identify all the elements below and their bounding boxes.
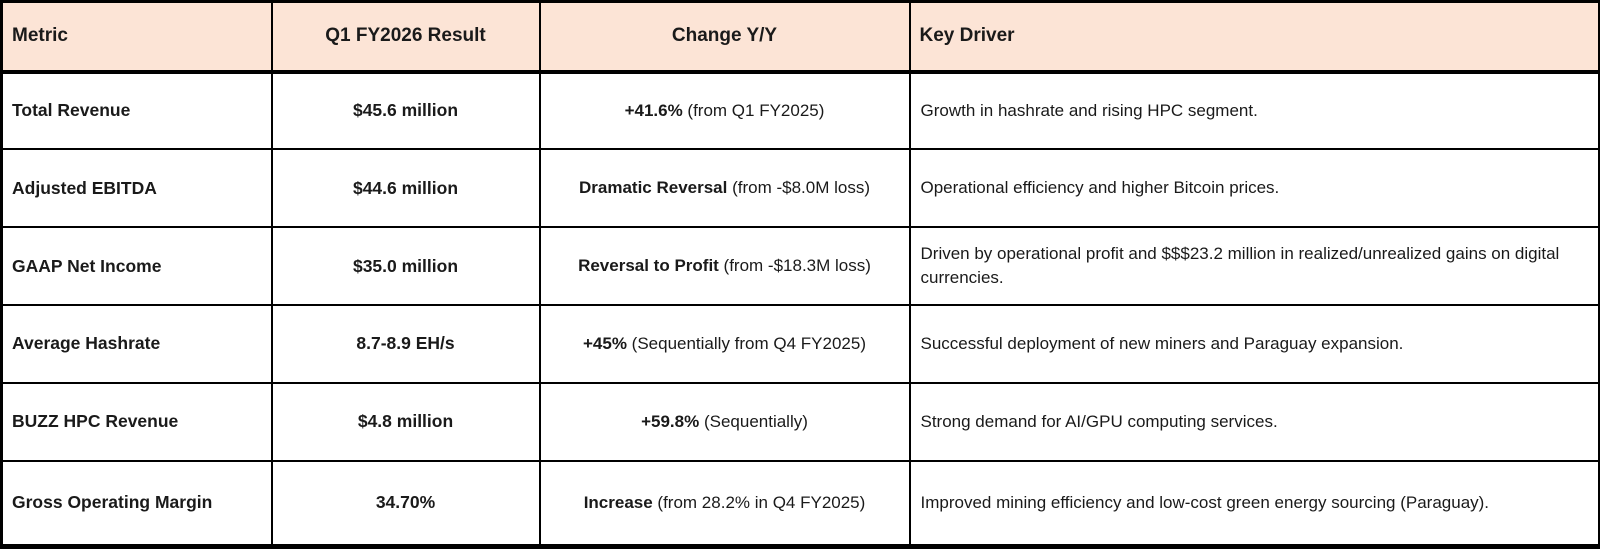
change-highlight: Dramatic Reversal (578, 178, 728, 198)
table-row: Adjusted EBITDA $44.6 million Dramatic R… (0, 148, 1600, 229)
cell-change: +59.8% (Sequentially) (538, 381, 911, 462)
column-header-key-driver: Key Driver (908, 0, 1600, 74)
cell-result: $44.6 million (270, 148, 541, 229)
change-detail: (Sequentially from Q4 FY2025) (626, 333, 866, 353)
table-row: Gross Operating Margin 34.70% Increase (… (0, 459, 1600, 548)
column-header-result: Q1 FY2026 Result (270, 0, 541, 74)
change-detail: (from 28.2% in Q4 FY2025) (652, 492, 866, 512)
cell-change: Dramatic Reversal (from -$8.0M loss) (538, 148, 911, 229)
cell-change: +41.6% (from Q1 FY2025) (538, 70, 911, 151)
cell-key-driver: Driven by operational profit and $$$23.2… (908, 226, 1600, 306)
cell-metric: GAAP Net Income (0, 226, 273, 306)
cell-key-driver: Growth in hashrate and rising HPC segmen… (908, 70, 1600, 151)
header-row: Metric Q1 FY2026 Result Change Y/Y Key D… (0, 0, 1600, 74)
table-row: Total Revenue $45.6 million +41.6% (from… (0, 70, 1600, 151)
change-highlight: +41.6% (624, 100, 683, 120)
cell-metric: Average Hashrate (0, 303, 273, 384)
cell-key-driver: Improved mining efficiency and low-cost … (908, 459, 1600, 548)
cell-result: $45.6 million (270, 70, 541, 151)
cell-metric: Adjusted EBITDA (0, 148, 273, 229)
cell-result: 8.7-8.9 EH/s (270, 303, 541, 384)
change-detail: (from Q1 FY2025) (682, 100, 825, 120)
change-highlight: Reversal to Profit (578, 256, 719, 276)
table-row: GAAP Net Income $35.0 million Reversal t… (0, 226, 1600, 306)
cell-change: +45% (Sequentially from Q4 FY2025) (538, 303, 911, 384)
cell-change: Increase (from 28.2% in Q4 FY2025) (538, 459, 911, 548)
cell-key-driver: Successful deployment of new miners and … (908, 303, 1600, 384)
cell-result: $4.8 million (270, 381, 541, 462)
table-row: BUZZ HPC Revenue $4.8 million +59.8% (Se… (0, 381, 1600, 462)
cell-metric: Gross Operating Margin (0, 459, 273, 548)
table-row: Average Hashrate 8.7-8.9 EH/s +45% (Sequ… (0, 303, 1600, 384)
cell-key-driver: Strong demand for AI/GPU computing servi… (908, 381, 1600, 462)
cell-key-driver: Operational efficiency and higher Bitcoi… (908, 148, 1600, 229)
cell-result: $35.0 million (270, 226, 541, 306)
change-highlight: +45% (582, 333, 627, 353)
column-header-metric: Metric (0, 0, 273, 74)
cell-metric: Total Revenue (0, 70, 273, 151)
cell-metric: BUZZ HPC Revenue (0, 381, 273, 462)
cell-change: Reversal to Profit (from -$18.3M loss) (538, 226, 911, 306)
change-detail: (Sequentially) (699, 411, 808, 431)
change-highlight: +59.8% (641, 411, 700, 431)
change-detail: (from -$8.0M loss) (727, 178, 870, 198)
change-detail: (from -$18.3M loss) (718, 256, 871, 276)
column-header-change: Change Y/Y (538, 0, 911, 74)
change-highlight: Increase (583, 492, 653, 512)
cell-result: 34.70% (270, 459, 541, 548)
